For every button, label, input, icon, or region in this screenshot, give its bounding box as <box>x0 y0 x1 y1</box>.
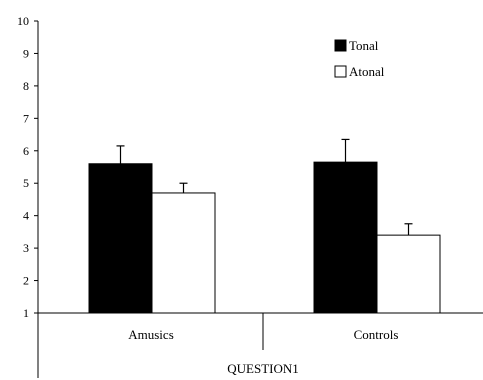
x-axis: Amusics Controls <box>38 312 483 350</box>
y-tick-label: 4 <box>23 209 29 223</box>
bar-atonal-controls <box>376 234 441 314</box>
legend-swatch-atonal <box>334 65 347 78</box>
legend-label: Atonal <box>349 64 385 79</box>
x-tick-label: Controls <box>354 327 399 342</box>
y-tick-label: 10 <box>17 14 29 28</box>
y-axis: 1 2 3 4 5 6 7 8 9 10 <box>17 14 39 378</box>
x-axis-title: QUESTION1 <box>227 361 299 376</box>
x-tick-label: Amusics <box>128 327 174 342</box>
y-tick-label: 5 <box>23 176 29 190</box>
legend-swatch-tonal <box>334 39 347 52</box>
legend-label: Tonal <box>349 38 379 53</box>
y-tick-label: 6 <box>23 144 29 158</box>
y-tick-label: 1 <box>23 306 29 320</box>
bar-atonal-amusics <box>151 192 216 314</box>
y-tick-label: 8 <box>23 79 29 93</box>
y-tick-label: 3 <box>23 241 29 255</box>
bar-tonal-controls <box>313 161 378 314</box>
y-tick-label: 7 <box>23 111 29 125</box>
y-tick-label: 2 <box>23 274 29 288</box>
bars <box>88 138 441 314</box>
y-tick-label: 9 <box>23 46 29 60</box>
legend: Tonal Atonal <box>334 38 385 79</box>
bar-tonal-amusics <box>88 163 153 314</box>
